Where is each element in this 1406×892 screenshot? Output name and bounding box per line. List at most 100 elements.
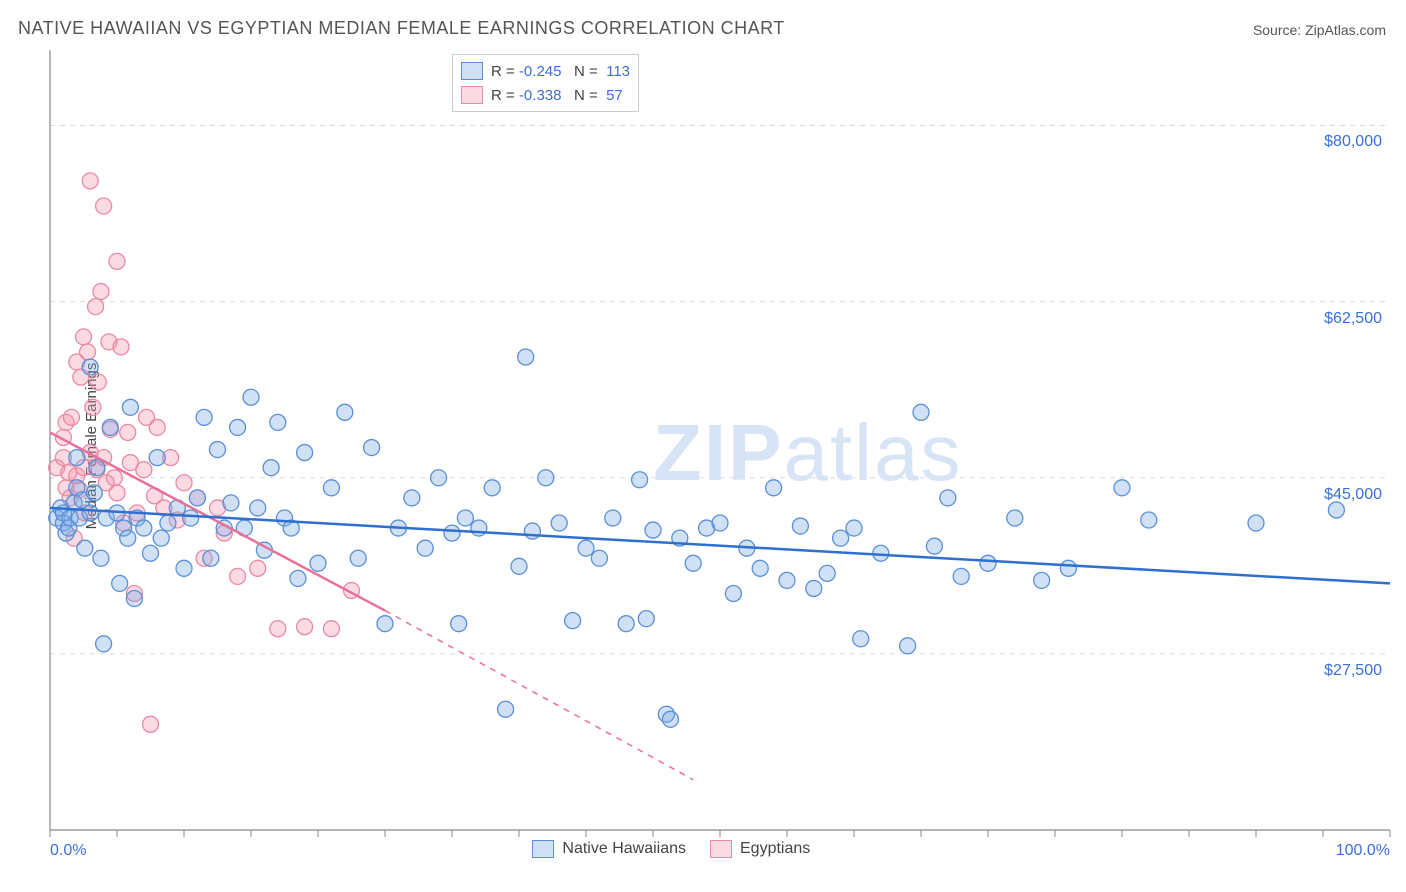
data-point	[451, 616, 467, 632]
y-tick-label: $27,500	[1324, 662, 1382, 680]
series-legend: Native Hawaiians Egyptians	[532, 840, 810, 858]
data-point	[106, 470, 122, 486]
data-point	[752, 560, 768, 576]
data-point	[82, 359, 98, 375]
data-point	[846, 520, 862, 536]
data-point	[725, 585, 741, 601]
legend-label: Egyptians	[740, 840, 810, 858]
x-tick-label-right: 100.0%	[1336, 842, 1390, 860]
legend-label: Native Hawaiians	[562, 840, 686, 858]
scatter-plot: $27,500$45,000$62,500$80,000ZIPatlas0.0%…	[50, 50, 1390, 830]
data-point	[484, 480, 500, 496]
data-point	[323, 621, 339, 637]
data-point	[89, 460, 105, 476]
data-point	[913, 404, 929, 420]
data-point	[444, 525, 460, 541]
data-point	[350, 550, 366, 566]
data-point	[712, 515, 728, 531]
data-point	[638, 611, 654, 627]
data-point	[109, 485, 125, 501]
data-point	[524, 523, 540, 539]
data-point	[109, 253, 125, 269]
legend-swatch	[532, 840, 554, 858]
y-tick-label: $45,000	[1324, 486, 1382, 504]
data-point	[297, 445, 313, 461]
data-point	[1114, 480, 1130, 496]
data-point	[565, 613, 581, 629]
data-point	[153, 530, 169, 546]
data-point	[86, 485, 102, 501]
data-point	[77, 540, 93, 556]
data-point	[113, 339, 129, 355]
data-point	[518, 349, 534, 365]
data-point	[90, 374, 106, 390]
data-point	[337, 404, 353, 420]
y-tick-label: $80,000	[1324, 133, 1382, 151]
legend-swatch	[461, 62, 483, 80]
source-attribution: Source: ZipAtlas.com	[1253, 22, 1386, 38]
data-point	[122, 399, 138, 415]
data-point	[605, 510, 621, 526]
data-point	[591, 550, 607, 566]
data-point	[685, 555, 701, 571]
data-point	[250, 560, 266, 576]
data-point	[806, 580, 822, 596]
data-point	[230, 419, 246, 435]
data-point	[1328, 502, 1344, 518]
data-point	[136, 520, 152, 536]
data-point	[93, 284, 109, 300]
data-point	[457, 510, 473, 526]
data-point	[120, 424, 136, 440]
data-point	[63, 409, 79, 425]
data-point	[833, 530, 849, 546]
data-point	[538, 470, 554, 486]
data-point	[645, 522, 661, 538]
data-point	[511, 558, 527, 574]
data-point	[792, 518, 808, 534]
data-point	[498, 701, 514, 717]
y-tick-label: $62,500	[1324, 310, 1382, 328]
trend-line	[385, 611, 693, 780]
data-point	[471, 520, 487, 536]
x-tick-label-left: 0.0%	[50, 842, 86, 860]
correlation-legend: R = -0.245 N = 113 R = -0.338 N = 57	[452, 54, 639, 112]
data-point	[1248, 515, 1264, 531]
data-point	[183, 510, 199, 526]
data-point	[618, 616, 634, 632]
data-point	[223, 495, 239, 511]
data-point	[143, 716, 159, 732]
data-point	[210, 442, 226, 458]
data-point	[96, 198, 112, 214]
data-point	[417, 540, 433, 556]
data-point	[900, 638, 916, 654]
legend-stats: R = -0.245 N = 113	[491, 63, 630, 80]
data-point	[243, 389, 259, 405]
data-point	[96, 636, 112, 652]
data-point	[126, 591, 142, 607]
data-point	[102, 419, 118, 435]
data-point	[80, 344, 96, 360]
data-point	[93, 550, 109, 566]
data-point	[766, 480, 782, 496]
data-point	[953, 568, 969, 584]
data-point	[160, 515, 176, 531]
data-point	[149, 419, 165, 435]
legend-swatch	[461, 86, 483, 104]
data-point	[189, 490, 205, 506]
chart-title: NATIVE HAWAIIAN VS EGYPTIAN MEDIAN FEMAL…	[18, 18, 785, 39]
data-point	[779, 572, 795, 588]
data-point	[76, 329, 92, 345]
data-point	[297, 619, 313, 635]
legend-stats: R = -0.338 N = 57	[491, 87, 623, 104]
data-point	[196, 409, 212, 425]
data-point	[112, 575, 128, 591]
source-name: ZipAtlas.com	[1305, 22, 1386, 38]
data-point	[250, 500, 266, 516]
source-prefix: Source:	[1253, 22, 1305, 38]
data-point	[1141, 512, 1157, 528]
data-point	[82, 173, 98, 189]
data-point	[1007, 510, 1023, 526]
data-point	[120, 530, 136, 546]
data-point	[69, 450, 85, 466]
data-point	[270, 621, 286, 637]
